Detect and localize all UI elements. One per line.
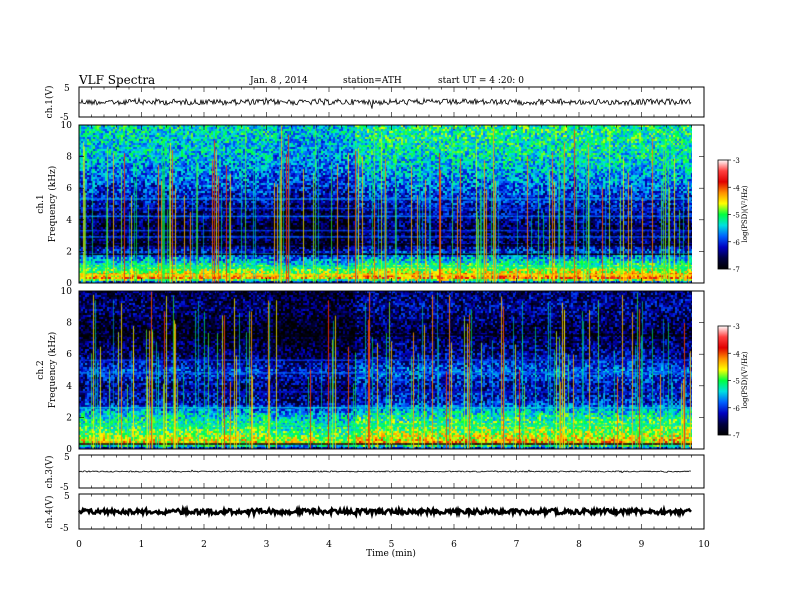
ch2-colorbar-gradient xyxy=(718,326,728,435)
ch3-waveform-panel: 5 -5 ch.3(V) xyxy=(44,453,705,493)
start-ut-label: start UT = 4 :20: 0 xyxy=(438,76,524,86)
colorbar-tick-label: -4 xyxy=(733,184,740,192)
ch2-colorbar: -3 -4 -5 -6 -7 log(PSD)(V²/Hz) xyxy=(717,323,749,440)
y-tick-label: 2 xyxy=(66,247,72,257)
colorbar-tick-label: -5 xyxy=(733,212,740,220)
y-tick-label: 4 xyxy=(66,216,72,226)
ch1-spectrogram-ytick-labels: 10 8 6 4 2 0 xyxy=(61,121,73,289)
ch1-spectrogram-image xyxy=(79,125,692,283)
ch2-spectrogram-channel-label: ch.2 xyxy=(36,360,46,379)
ch2-spectrogram-ticks xyxy=(78,290,705,450)
ch3-waveform-trace xyxy=(78,469,692,474)
y-tick-label: 8 xyxy=(66,319,72,329)
y-tick-label: 6 xyxy=(66,350,72,360)
x-tick-label: 6 xyxy=(451,540,457,550)
ch3-waveform-x-ticks xyxy=(78,455,705,488)
x-tick-label: 4 xyxy=(326,540,332,550)
x-tick-label: 2 xyxy=(201,540,207,550)
ch4-waveform-x-ticks xyxy=(78,494,705,529)
station-label: station=ATH xyxy=(343,76,402,86)
x-tick-label: 1 xyxy=(139,540,145,550)
x-axis-tick-labels: 0 1 2 3 4 5 6 7 8 9 10 xyxy=(76,540,710,550)
colorbar-tick-label: -4 xyxy=(733,350,740,358)
colorbar-tick-label: -7 xyxy=(733,266,740,274)
ch1-spectrogram-ticks xyxy=(78,124,705,284)
ch1-spectrogram-ylabel: Frequency (kHz) xyxy=(47,166,58,243)
chart-title: VLF Spectra xyxy=(78,73,155,87)
colorbar-tick-label: -7 xyxy=(733,432,740,440)
y-tick-label: 0 xyxy=(66,279,72,289)
ch1-colorbar: -3 -4 -5 -6 -7 log(PSD)(V²/Hz) xyxy=(717,157,749,274)
ch1-ytick-top: 5 xyxy=(64,84,70,94)
ch1-waveform-trace xyxy=(78,96,692,109)
spectrogram-raster xyxy=(79,125,692,283)
ch2-spectrogram-ytick-labels: 10 8 6 4 2 0 xyxy=(61,287,73,455)
x-tick-label: 0 xyxy=(76,540,82,550)
colorbar-tick-label: -3 xyxy=(733,157,740,165)
x-tick-label: 10 xyxy=(698,540,710,550)
ch3-ytick-top: 5 xyxy=(64,453,70,463)
ch1-colorbar-ticks: -3 -4 -5 -6 -7 xyxy=(728,157,740,274)
x-axis-label: Time (min) xyxy=(366,548,416,559)
x-tick-label: 3 xyxy=(264,540,270,550)
y-tick-label: 10 xyxy=(61,121,73,131)
ch1-waveform-ylabel: ch.1(V) xyxy=(44,86,55,119)
spectrogram-raster xyxy=(79,291,692,449)
ch1-spectrogram-panel: 10 8 6 4 2 0 ch.1 Frequency (kHz) xyxy=(36,121,705,289)
ch3-ytick-bottom: -5 xyxy=(60,483,69,493)
ch4-waveform-trace xyxy=(77,504,692,520)
ch4-ytick-top: 5 xyxy=(64,492,70,502)
colorbar-tick-label: -3 xyxy=(733,323,740,331)
ch4-ytick-bottom: -5 xyxy=(60,524,69,534)
ch1-waveform-panel: 5 -5 ch.1(V) xyxy=(44,84,705,123)
y-tick-label: 8 xyxy=(66,153,72,163)
ch4-waveform-ylabel: ch.4(V) xyxy=(44,496,55,529)
colorbar-tick-label: -6 xyxy=(733,405,740,413)
colorbar-tick-label: -5 xyxy=(733,378,740,386)
ch3-waveform-ylabel: ch.3(V) xyxy=(44,456,55,489)
colorbar-tick-label: -6 xyxy=(733,239,740,247)
ch1-spectrogram-channel-label: ch.1 xyxy=(36,194,46,213)
y-tick-label: 2 xyxy=(66,413,72,423)
ch2-colorbar-label: log(PSD)(V²/Hz) xyxy=(741,351,749,408)
ch1-colorbar-gradient xyxy=(718,160,728,269)
ch1-colorbar-label: log(PSD)(V²/Hz) xyxy=(741,185,749,242)
x-tick-label: 8 xyxy=(576,540,582,550)
y-tick-label: 10 xyxy=(61,287,73,297)
ch4-waveform-panel: 5 -5 ch.4(V) xyxy=(44,492,705,534)
ch1-ytick-bottom: -5 xyxy=(60,113,69,123)
y-tick-label: 4 xyxy=(66,382,72,392)
y-tick-label: 6 xyxy=(66,184,72,194)
y-tick-label: 0 xyxy=(66,445,72,455)
ch1-waveform-x-ticks xyxy=(78,87,705,117)
ch2-spectrogram-panel: 10 8 6 4 2 0 ch.2 Frequency (kHz) xyxy=(36,287,705,455)
x-tick-label: 9 xyxy=(639,540,645,550)
ch2-spectrogram-image xyxy=(79,291,692,449)
x-tick-label: 7 xyxy=(514,540,520,550)
date-label: Jan. 8 , 2014 xyxy=(249,76,308,86)
ch2-spectrogram-ylabel: Frequency (kHz) xyxy=(47,332,58,409)
ch2-colorbar-ticks: -3 -4 -5 -6 -7 xyxy=(728,323,740,440)
x-tick-label: 5 xyxy=(389,540,395,550)
